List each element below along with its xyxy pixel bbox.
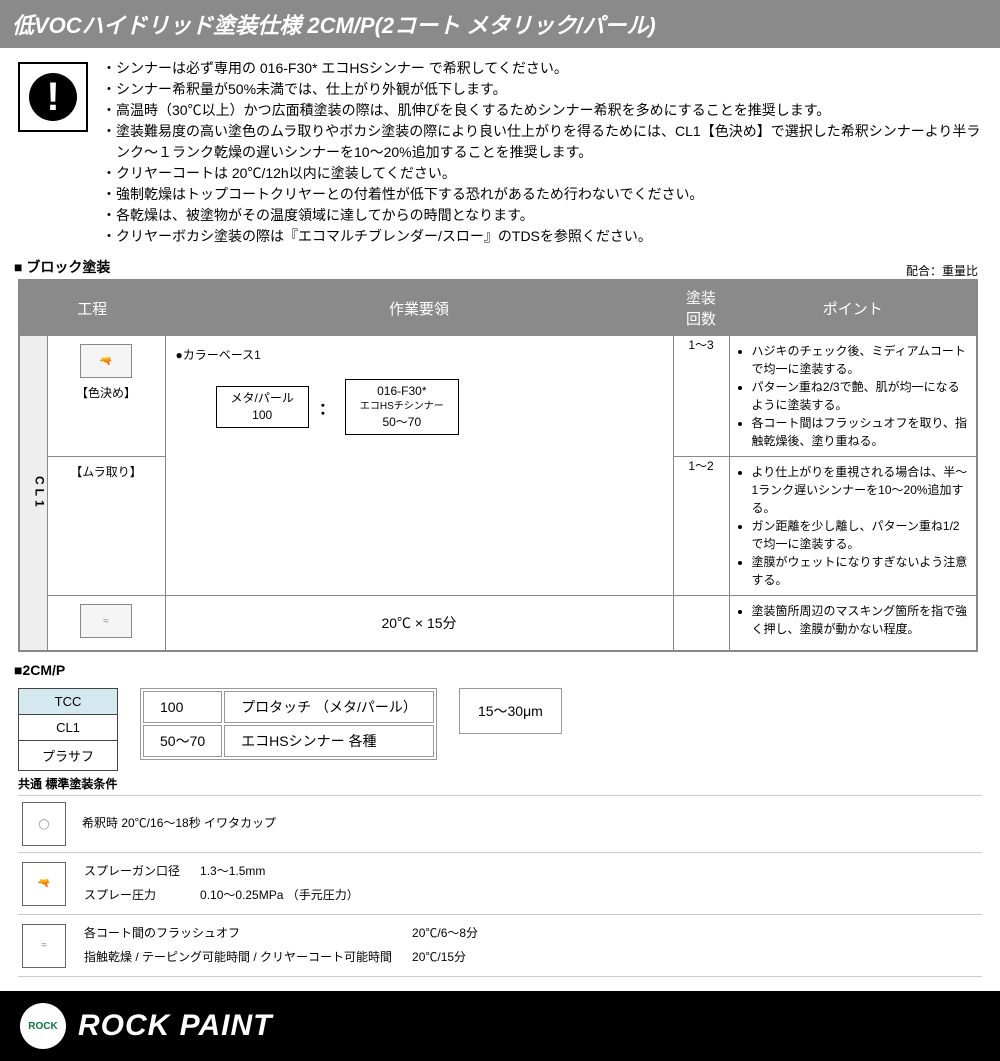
- mix-right-box: 016-F30* エコHSチシンナー 50～70: [345, 379, 459, 435]
- header-method: 作業要領: [165, 280, 673, 336]
- note-item: ・クリヤーボカシ塗装の際は『エコマルチブレンダー/スロー』のTDSを参照ください…: [102, 226, 982, 247]
- note-item: ・クリヤーコートは 20℃/12h以内に塗装してください。: [102, 163, 982, 184]
- mix-row: メタ/パール 100 ： 016-F30* エコHSチシンナー 50～70: [216, 379, 663, 435]
- row3-method: 20℃ × 15分: [165, 596, 673, 652]
- cond3-l2b: 20℃/15分: [412, 947, 496, 969]
- layer-tcc: TCC: [19, 689, 117, 715]
- notes-section: ・シンナーは必ず専用の 016-F30* エコHSシンナー で希釈してください。…: [0, 48, 1000, 251]
- cond-title: 共通 標準塗装条件: [18, 775, 982, 792]
- note-item: ・各乾燥は、被塗物がその温度領域に達してからの時間となります。: [102, 205, 982, 226]
- step-irokime: 🔫 【色決め】: [47, 336, 165, 457]
- caution-icon: [18, 62, 88, 132]
- point-item: より仕上がりを重視される場合は、半～1ランク遅いシンナーを10～20%追加する。: [752, 463, 969, 517]
- layer-stack: TCC CL1 プラサフ: [18, 688, 118, 771]
- cmp-r1c2: プロタッチ （メタ/パール）: [224, 691, 434, 723]
- cond3-l2a: 指触乾燥 / テーピング可能時間 / クリヤーコート可能時間: [84, 947, 410, 969]
- note-item: ・塗装難易度の高い塗色のムラ取りやボカシ塗装の際により良い仕上がりを得るためには…: [102, 121, 982, 163]
- row1-points: ハジキのチェック後、ミディアムコートで均一に塗装する。パターン重ね2/3で艶、肌…: [729, 336, 977, 457]
- brand-name: ROCK PAINT: [78, 1009, 272, 1043]
- layer-cl1: CL1: [19, 715, 117, 741]
- row3-count: [673, 596, 729, 652]
- brand-logo-icon: ROCK: [20, 1003, 66, 1049]
- timer-icon: ≈: [22, 924, 66, 968]
- cond2-l1a: スプレーガン口径: [84, 861, 198, 883]
- cmp-r2c2: エコHSシンナー 各種: [224, 725, 434, 757]
- cond-row-3: ≈ 各コート間のフラッシュオフ20℃/6～8分 指触乾燥 / テーピング可能時間…: [18, 914, 982, 977]
- mix-colon: ：: [319, 395, 335, 419]
- header-point: ポイント: [729, 280, 977, 336]
- spray-icon: 🔫: [22, 862, 66, 906]
- row2-points: より仕上がりを重視される場合は、半～1ランク遅いシンナーを10～20%追加する。…: [729, 457, 977, 596]
- step2-label: 【ムラ取り】: [54, 463, 159, 480]
- cmp-table: 100プロタッチ （メタ/パール） 50～70エコHSシンナー 各種: [140, 688, 437, 760]
- cmp-wrap: TCC CL1 プラサフ 100プロタッチ （メタ/パール） 50～70エコHS…: [18, 688, 1000, 771]
- spray-gun-icon: 🔫: [80, 344, 132, 378]
- cl1-label: CL1: [19, 336, 47, 652]
- header-process: 工程: [19, 280, 165, 336]
- block-painting-label: ■ ブロック塗装: [14, 257, 110, 277]
- page-title: 低VOCハイドリッド塗装仕様 2CM/P(2コート メタリック/パール): [0, 0, 1000, 48]
- flash-off-icon: ≈: [80, 604, 132, 638]
- point-item: パターン重ね2/3で艶、肌が均一になるように塗装する。: [752, 378, 969, 414]
- layer-base: プラサフ: [19, 741, 117, 770]
- conditions: 共通 標準塗装条件 ◯ 希釈時 20℃/16～18秒 イワタカップ 🔫 スプレー…: [18, 775, 982, 977]
- method-title: ●カラーベース1: [176, 346, 663, 363]
- cond2-l2b: 0.10～0.25MPa （手元圧力）: [200, 885, 377, 907]
- mixing-cell: ●カラーベース1 メタ/パール 100 ： 016-F30* エコHSチシンナー…: [165, 336, 673, 596]
- note-item: ・シンナー希釈量が50%未満では、仕上がり外観が低下します。: [102, 79, 982, 100]
- row2-count: 1～2: [673, 457, 729, 596]
- process-table: 工程 作業要領 塗装 回数 ポイント CL1 🔫 【色決め】 ●カラーベース1 …: [18, 279, 978, 652]
- mix-right-top: 016-F30*: [360, 383, 444, 400]
- step-flash-off: ≈: [47, 596, 165, 652]
- cond3-text: 各コート間のフラッシュオフ20℃/6～8分 指触乾燥 / テーピング可能時間 /…: [82, 921, 498, 970]
- header-count: 塗装 回数: [673, 280, 729, 336]
- note-item: ・高温時（30℃以上）かつ広面積塗装の際は、肌伸びを良くするためシンナー希釈を多…: [102, 100, 982, 121]
- row1-count: 1～3: [673, 336, 729, 457]
- cond2-text: スプレーガン口径1.3～1.5mm スプレー圧力0.10～0.25MPa （手元…: [82, 859, 379, 908]
- point-item: ガン距離を少し離し、パターン重ね1/2で均一に塗装する。: [752, 517, 969, 553]
- point-item: 塗膜がウェットになりすぎないよう注意する。: [752, 553, 969, 589]
- cond-row-2: 🔫 スプレーガン口径1.3～1.5mm スプレー圧力0.10～0.25MPa （…: [18, 852, 982, 915]
- cmp-label: ■2CM/P: [14, 662, 1000, 678]
- row3-points: 塗装箇所周辺のマスキング箇所を指で強く押し、塗膜が動かない程度。: [729, 596, 977, 652]
- point-item: 各コート間はフラッシュオフを取り、指触乾燥後、塗り重ねる。: [752, 414, 969, 450]
- notes-list: ・シンナーは必ず専用の 016-F30* エコHSシンナー で希釈してください。…: [102, 58, 982, 247]
- mix-left-top: メタ/パール: [231, 390, 294, 407]
- mix-left-box: メタ/パール 100: [216, 386, 309, 428]
- footer: ROCK ROCK PAINT: [0, 991, 1000, 1061]
- mix-right-mid: エコHSチシンナー: [360, 400, 444, 414]
- cond3-l1b: 20℃/6～8分: [412, 923, 496, 945]
- note-item: ・シンナーは必ず専用の 016-F30* エコHSシンナー で希釈してください。: [102, 58, 982, 79]
- ratio-label: 配合：重量比: [906, 262, 1000, 279]
- film-thickness: 15～30μm: [459, 688, 562, 734]
- cond2-l1b: 1.3～1.5mm: [200, 861, 377, 883]
- note-item: ・強制乾燥はトップコートクリヤーとの付着性が低下する恐れがあるため行わないでくだ…: [102, 184, 982, 205]
- step-muratori: 【ムラ取り】: [47, 457, 165, 596]
- cmp-r2c1: 50～70: [143, 725, 222, 757]
- cond1-text: 希釈時 20℃/16～18秒 イワタカップ: [82, 813, 276, 835]
- mix-right-bottom: 50～70: [360, 414, 444, 431]
- cup-icon: ◯: [22, 802, 66, 846]
- cond3-l1a: 各コート間のフラッシュオフ: [84, 923, 410, 945]
- cond-row-1: ◯ 希釈時 20℃/16～18秒 イワタカップ: [18, 795, 982, 853]
- point-item: 塗装箇所周辺のマスキング箇所を指で強く押し、塗膜が動かない程度。: [752, 602, 969, 638]
- mix-left-bottom: 100: [231, 407, 294, 424]
- point-item: ハジキのチェック後、ミディアムコートで均一に塗装する。: [752, 342, 969, 378]
- step1-label: 【色決め】: [54, 384, 159, 401]
- cmp-r1c1: 100: [143, 691, 222, 723]
- cond2-l2a: スプレー圧力: [84, 885, 198, 907]
